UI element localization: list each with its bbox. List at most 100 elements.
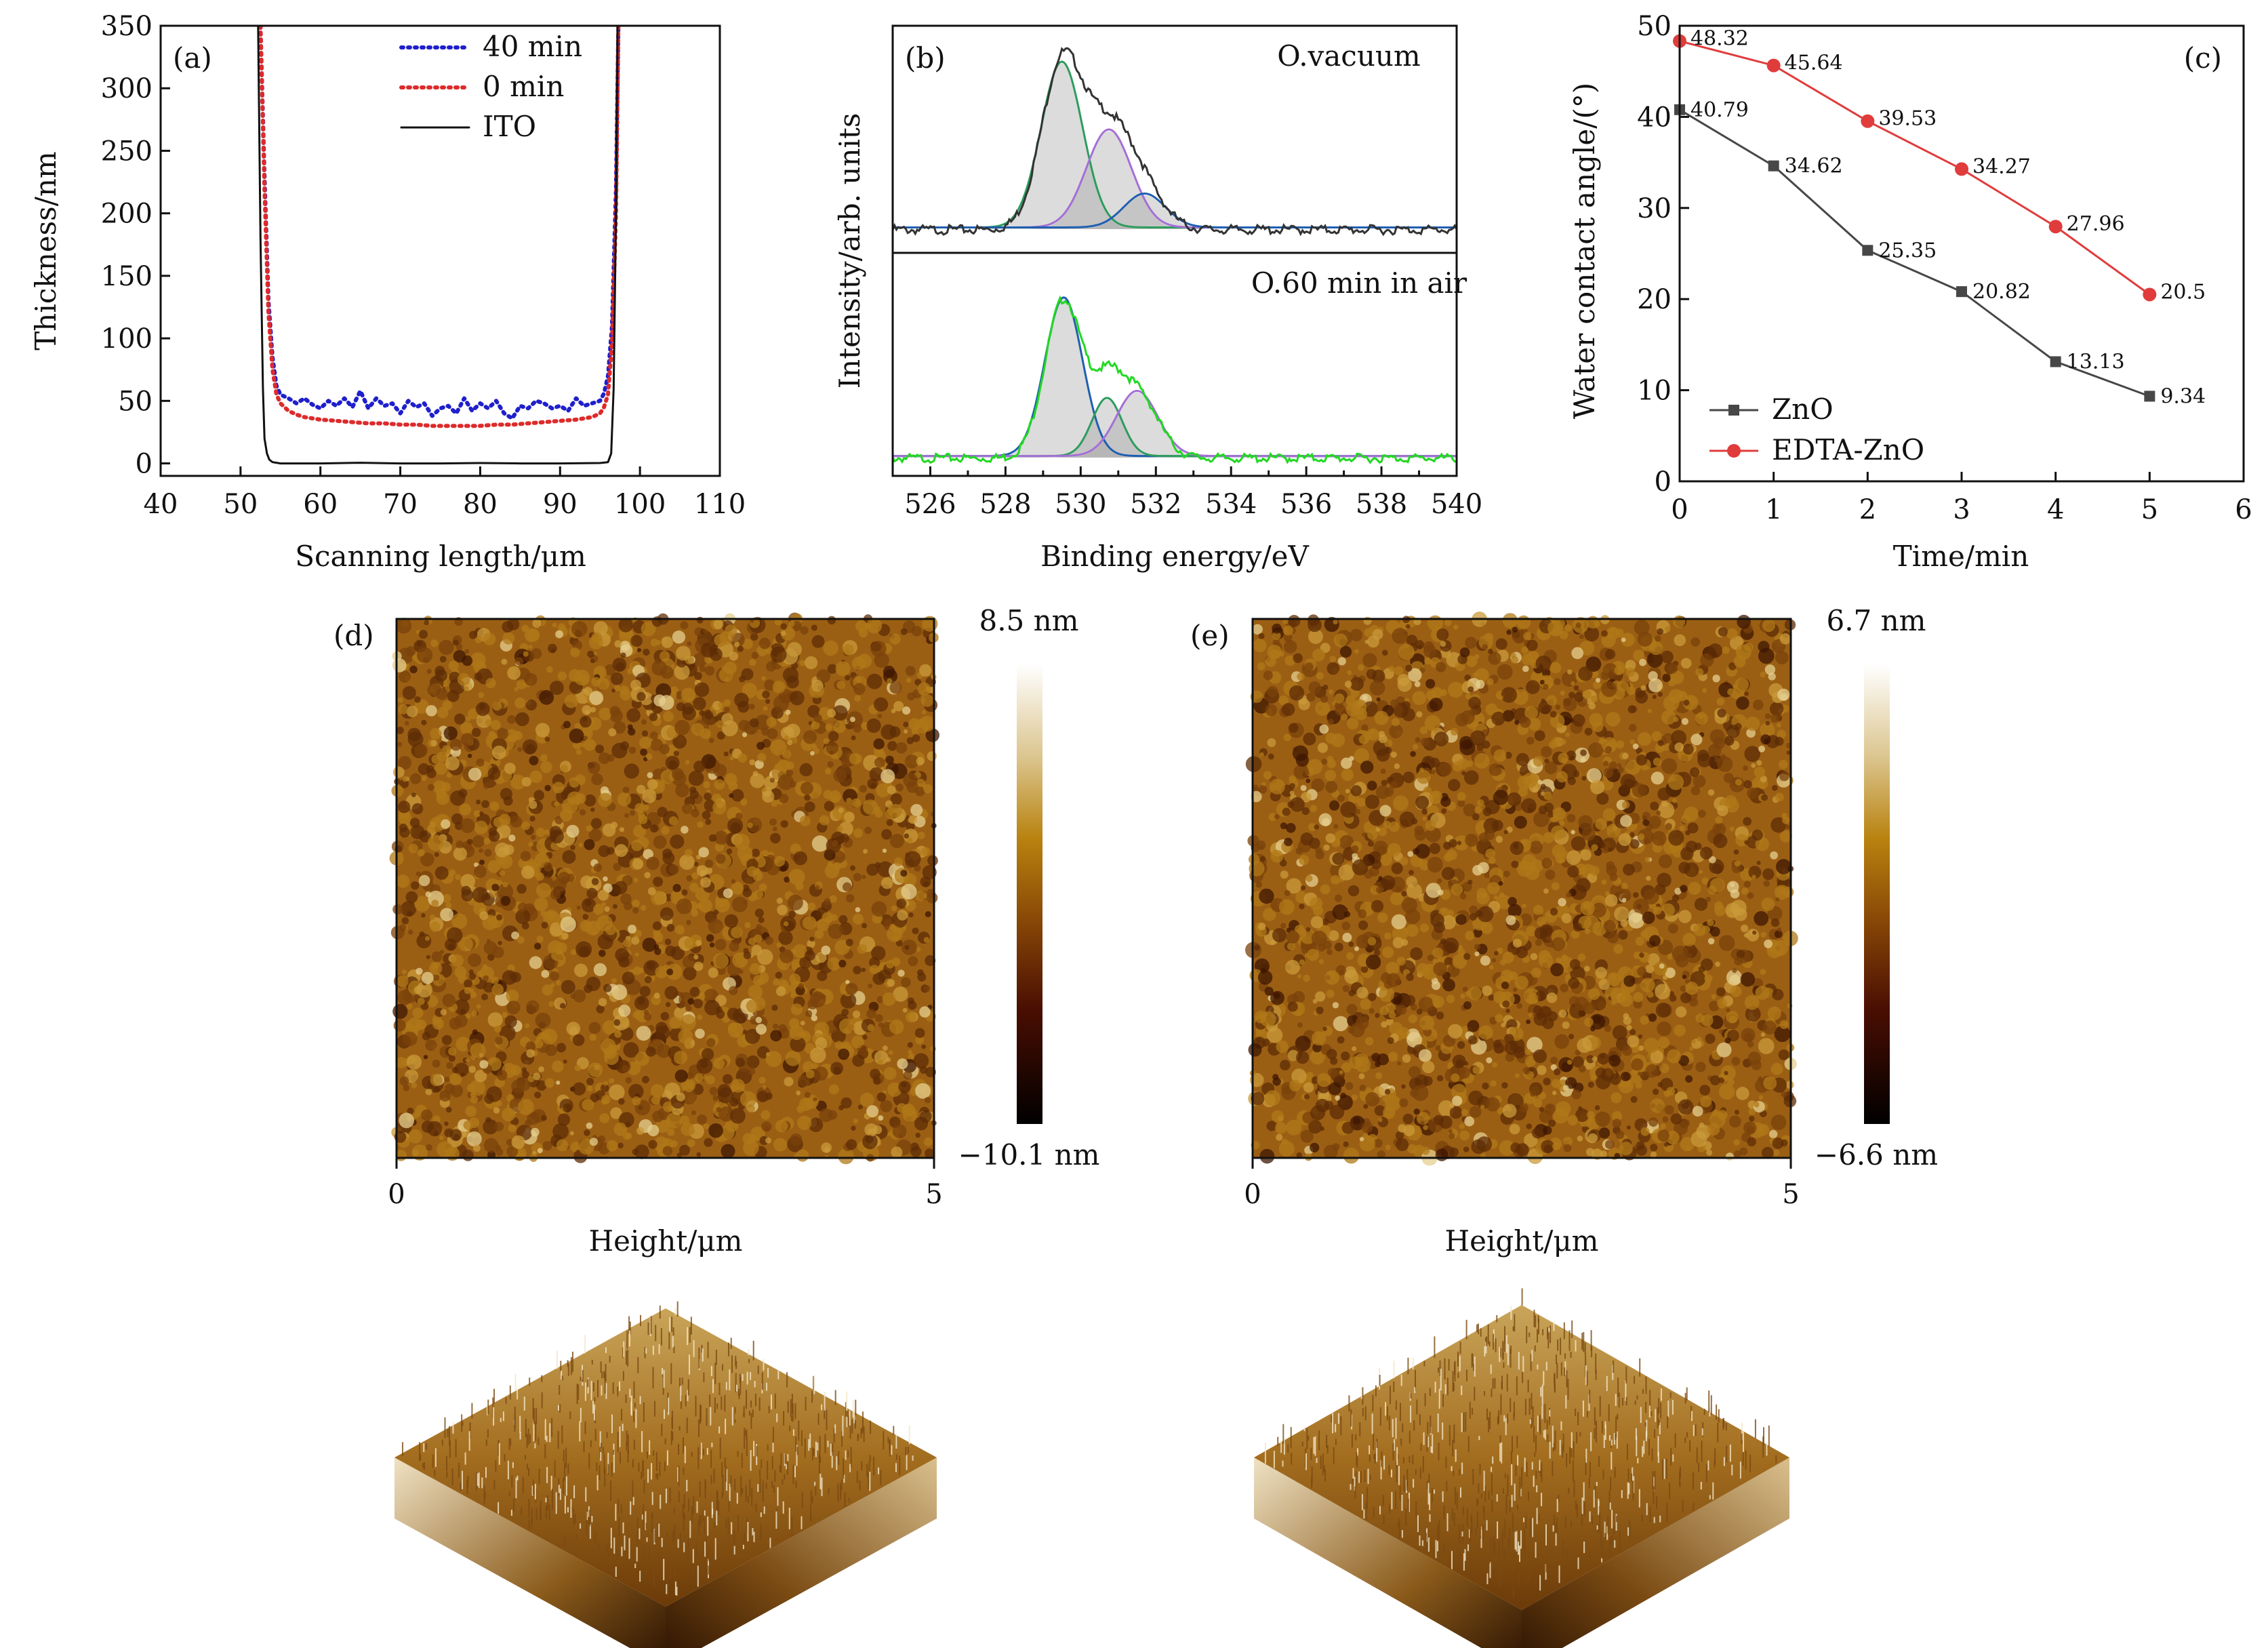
afm-grain xyxy=(492,946,504,959)
afm-grain xyxy=(591,878,599,885)
afm-grain xyxy=(1611,1111,1623,1122)
afm-grain xyxy=(479,911,489,921)
afm-grain xyxy=(534,942,542,950)
afm-grain xyxy=(649,712,658,721)
afm-grain xyxy=(838,1148,854,1165)
afm-grain xyxy=(844,811,855,823)
afm-grain xyxy=(1623,864,1635,876)
afm-grain xyxy=(1633,951,1642,959)
data-label: 20.5 xyxy=(2160,280,2206,304)
afm-grain xyxy=(1435,1148,1449,1161)
afm-grain xyxy=(901,883,917,900)
afm-grain xyxy=(563,1059,567,1064)
data-label: 9.34 xyxy=(2160,384,2206,408)
afm-grain xyxy=(754,715,771,731)
afm-grain xyxy=(1407,1144,1417,1154)
afm-grain xyxy=(678,1029,693,1044)
afm-grain xyxy=(1533,756,1544,767)
afm-grain xyxy=(1663,975,1667,980)
afm-grain xyxy=(1407,851,1414,858)
afm-grain xyxy=(638,811,645,819)
afm-grain xyxy=(1436,1074,1444,1082)
afm-grain xyxy=(598,1135,606,1143)
afm-grain xyxy=(1324,970,1340,985)
afm-grain xyxy=(693,954,699,960)
afm-grain xyxy=(1317,742,1328,753)
afm-grain xyxy=(1597,1001,1606,1010)
afm-grain xyxy=(907,1042,914,1048)
afm-grain xyxy=(897,909,908,921)
afm-grain xyxy=(550,648,556,654)
afm-grain xyxy=(1753,699,1764,710)
data-label: 48.32 xyxy=(1690,27,1749,51)
afm-grain xyxy=(612,904,617,909)
afm-grain xyxy=(1648,1013,1657,1022)
afm-grain xyxy=(476,758,485,767)
afm-grain xyxy=(722,1074,733,1085)
afm-grain xyxy=(416,871,421,877)
afm-grain xyxy=(392,658,407,672)
x-tick-label: 536 xyxy=(1280,489,1332,520)
series-line xyxy=(1679,40,2151,296)
afm-grain xyxy=(823,790,833,800)
afm-grain xyxy=(633,824,647,838)
afm-grain xyxy=(1287,801,1295,808)
afm-grain xyxy=(787,740,793,746)
afm-grain xyxy=(676,1152,683,1158)
afm-grain xyxy=(466,839,473,845)
afm-grain xyxy=(1741,924,1749,933)
afm-grain xyxy=(1464,1116,1475,1127)
afm-grain xyxy=(916,946,921,952)
afm-grain xyxy=(756,924,763,930)
afm-grain xyxy=(636,691,646,701)
afm-grain xyxy=(493,1121,504,1131)
afm-grain xyxy=(422,1032,431,1041)
afm-grain xyxy=(811,1015,818,1022)
afm-grain xyxy=(708,967,718,978)
afm-grain xyxy=(445,902,452,908)
afm-grain xyxy=(724,914,738,928)
afm-grain xyxy=(713,763,727,778)
afm-grain xyxy=(460,1072,465,1077)
afm-grain xyxy=(426,1144,432,1151)
afm-grain xyxy=(1345,788,1350,794)
afm-grain xyxy=(1646,875,1651,881)
afm-grain xyxy=(1708,1001,1720,1011)
afm-grain xyxy=(813,1066,828,1081)
afm-grain xyxy=(579,809,586,816)
afm-grain xyxy=(672,768,684,780)
afm-grain xyxy=(1575,997,1589,1011)
afm-grain xyxy=(906,822,915,831)
afm-grain xyxy=(740,799,748,806)
afm-grain xyxy=(696,616,704,624)
afm-grain xyxy=(483,782,491,789)
afm-grain xyxy=(805,1010,813,1018)
afm-grain xyxy=(1314,824,1320,830)
afm-grain xyxy=(414,696,421,703)
afm-grain xyxy=(1378,827,1388,837)
afm-grain xyxy=(534,897,548,912)
afm-grain xyxy=(432,1060,441,1068)
afm-grain xyxy=(676,645,691,661)
afm-grain xyxy=(778,1024,788,1033)
afm-grain xyxy=(511,1079,525,1093)
afm-grain xyxy=(443,726,458,740)
afm-grain xyxy=(923,784,933,794)
afm-grain xyxy=(1425,820,1436,831)
afm-grain xyxy=(877,714,883,719)
afm-grain xyxy=(498,854,513,869)
afm-grain xyxy=(588,828,602,842)
afm-grain xyxy=(632,899,640,908)
afm-grain xyxy=(751,848,760,858)
afm-grain xyxy=(628,1083,644,1100)
colorbar-min-label: −10.1 nm xyxy=(958,1138,1100,1171)
afm-grain xyxy=(1575,622,1581,628)
afm-grain xyxy=(470,991,477,999)
afm-grain xyxy=(765,699,771,704)
afm-grain xyxy=(1297,672,1305,681)
afm-grain xyxy=(748,984,763,1000)
afm-grain xyxy=(900,628,908,635)
afm-grain xyxy=(1301,807,1310,816)
afm-grain xyxy=(549,922,564,937)
